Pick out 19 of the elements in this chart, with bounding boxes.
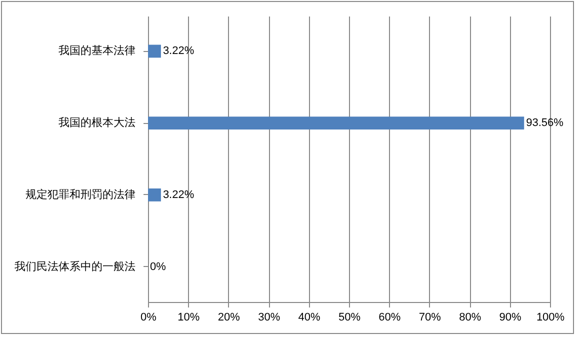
data-label: 3.22% [162,45,194,58]
data-label: 0% [150,260,166,273]
y-tick-label: 我们民法体系中的一般法 [14,260,136,273]
x-tick-label: 50% [338,312,361,324]
data-label: 93.56% [526,117,564,130]
x-tick-label: 80% [459,312,482,324]
y-tick-label: 我国的根本大法 [58,116,136,130]
x-tick-label: 10% [178,312,200,324]
x-tick-label: 60% [378,312,401,324]
data-label: 3.22% [162,188,194,201]
y-tick-label: 规定犯罪和刑罚的法律 [26,188,136,201]
x-tick-label: 0% [140,312,157,324]
x-tick-label: 30% [258,312,280,324]
x-tick-label: 90% [499,312,522,324]
x-tick-label: 100% [536,312,565,324]
x-tick-label: 40% [298,312,321,324]
x-tick-label: 70% [418,312,442,324]
x-tick-label: 20% [218,312,240,324]
y-tick-label: 我国的基本法律 [58,44,136,58]
